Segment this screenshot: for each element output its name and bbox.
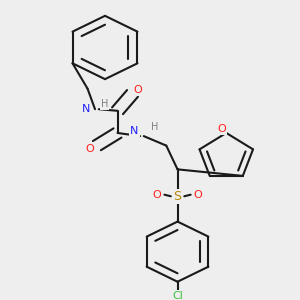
Text: H: H [101,100,108,110]
Text: O: O [85,144,94,154]
Text: N: N [130,126,139,136]
Text: O: O [218,124,226,134]
Text: Cl: Cl [172,291,183,300]
Text: O: O [152,190,161,200]
Text: S: S [173,190,181,203]
Text: H: H [151,122,158,132]
Text: O: O [134,85,142,95]
Text: O: O [194,190,203,200]
Text: N: N [82,104,90,114]
